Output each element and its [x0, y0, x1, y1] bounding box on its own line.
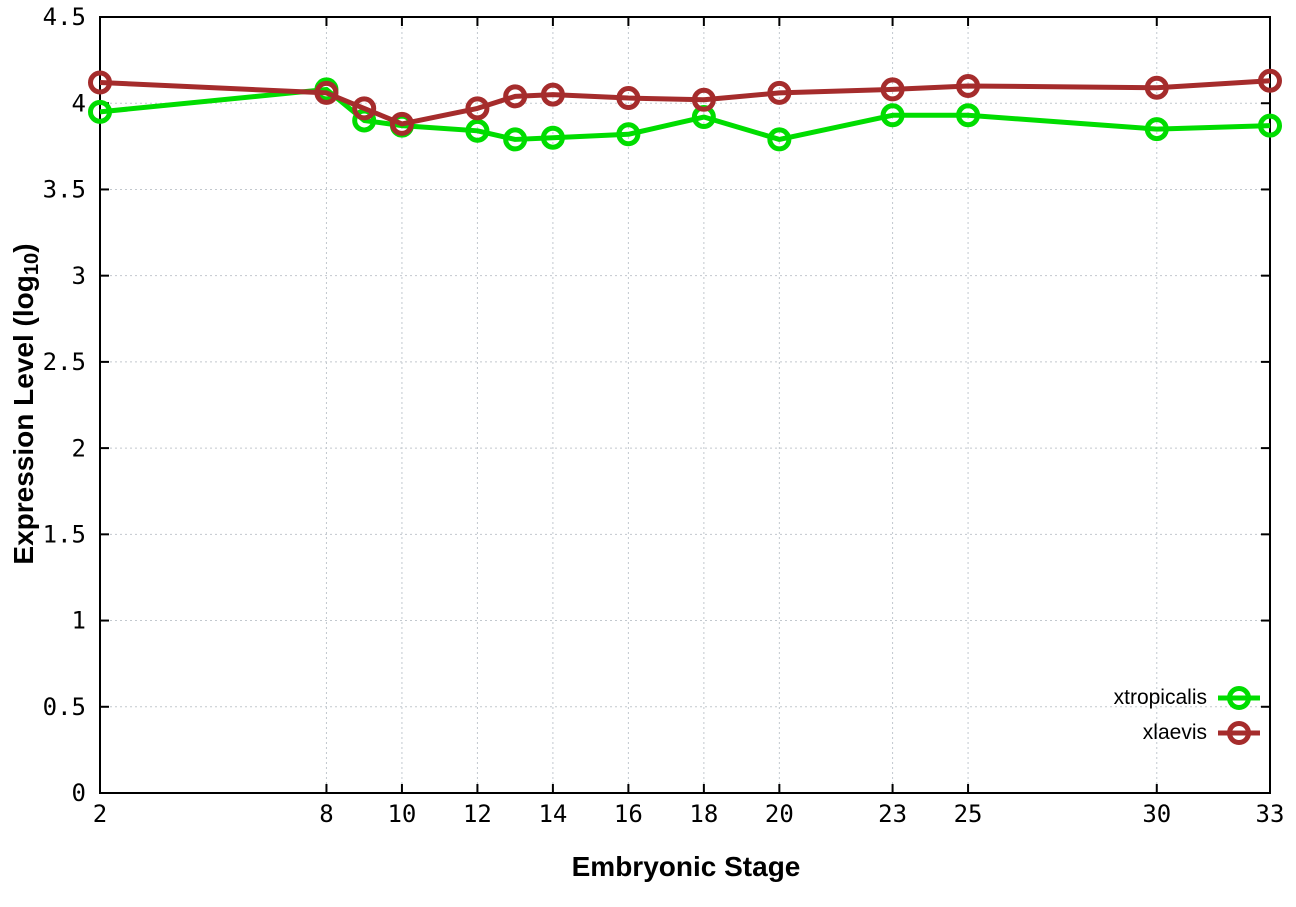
- y-tick-label: 1.5: [43, 520, 86, 548]
- x-tick-label: 14: [538, 800, 567, 828]
- series-line-xtropicalis: [99, 86, 1271, 142]
- x-tick-label: 25: [954, 800, 983, 828]
- data-point-xlaevis: [88, 70, 112, 95]
- data-point-xtropicalis: [616, 122, 641, 147]
- x-tick-label: 2: [93, 800, 107, 828]
- data-point-xlaevis: [616, 86, 641, 111]
- x-tick-label: 16: [614, 800, 643, 828]
- y-tick-label: 1: [72, 607, 86, 635]
- legend: xtropicalis xlaevis: [1114, 680, 1262, 750]
- x-tick-label: 10: [387, 800, 416, 828]
- plot-border: [99, 16, 1271, 794]
- data-point-xlaevis: [352, 96, 377, 121]
- data-point-xlaevis: [389, 111, 414, 136]
- data-point-xtropicalis: [767, 127, 792, 152]
- data-point-xlaevis: [465, 96, 490, 121]
- y-tick-label: 3.5: [43, 176, 86, 204]
- data-point-xlaevis: [880, 77, 905, 102]
- x-tick-label: 12: [463, 800, 492, 828]
- legend-item-xlaevis: xlaevis: [1114, 715, 1262, 750]
- legend-label-xlaevis: xlaevis: [1142, 720, 1207, 744]
- x-axis-title: Embryonic Stage: [571, 851, 801, 882]
- data-point-xlaevis: [1144, 75, 1169, 100]
- data-point-xlaevis: [956, 73, 981, 98]
- data-point-xlaevis: [540, 82, 565, 107]
- data-point-xlaevis: [503, 84, 528, 109]
- data-point-xtropicalis: [540, 125, 565, 150]
- y-tick-label: 4.5: [43, 3, 86, 31]
- legend-label-xtropicalis: xtropicalis: [1113, 685, 1207, 709]
- y-tick-label: 4: [72, 89, 86, 117]
- y-tick-label: 0: [72, 779, 86, 807]
- y-tick-label: 0.5: [43, 693, 86, 721]
- line-point-marker-icon: [1218, 720, 1260, 745]
- y-axis-title-suffix: ): [7, 243, 39, 253]
- x-tick-label: 30: [1142, 800, 1171, 828]
- x-tick-label: 20: [765, 800, 794, 828]
- data-point-xlaevis: [314, 80, 339, 105]
- y-axis-title-subscript: 10: [21, 252, 44, 276]
- x-tick-label: 18: [689, 800, 718, 828]
- data-point-xtropicalis: [503, 127, 528, 152]
- x-tick-label: 23: [878, 800, 907, 828]
- y-axis-title: Expression Level (log10): [8, 243, 44, 564]
- y-axis-title-text: Expression Level (log: [7, 275, 39, 565]
- data-point-xtropicalis: [956, 103, 981, 128]
- data-point-xtropicalis: [88, 99, 112, 124]
- y-tick-label: 2.5: [43, 348, 86, 376]
- data-point-xlaevis: [767, 80, 792, 105]
- data-point-xtropicalis: [880, 103, 905, 128]
- x-tick-label: 33: [1256, 800, 1285, 828]
- data-point-xtropicalis: [1144, 117, 1169, 142]
- data-point-xlaevis: [691, 87, 716, 112]
- data-point-xtropicalis: [1258, 113, 1282, 138]
- series-line-xlaevis: [99, 78, 1271, 127]
- x-tick-label: 8: [319, 800, 333, 828]
- line-point-marker-icon: [1218, 685, 1260, 710]
- data-point-xlaevis: [1258, 68, 1282, 93]
- y-tick-label: 2: [72, 434, 86, 462]
- y-tick-label: 3: [72, 262, 86, 290]
- data-point-xtropicalis: [465, 118, 490, 143]
- legend-item-xtropicalis: xtropicalis: [1114, 680, 1262, 715]
